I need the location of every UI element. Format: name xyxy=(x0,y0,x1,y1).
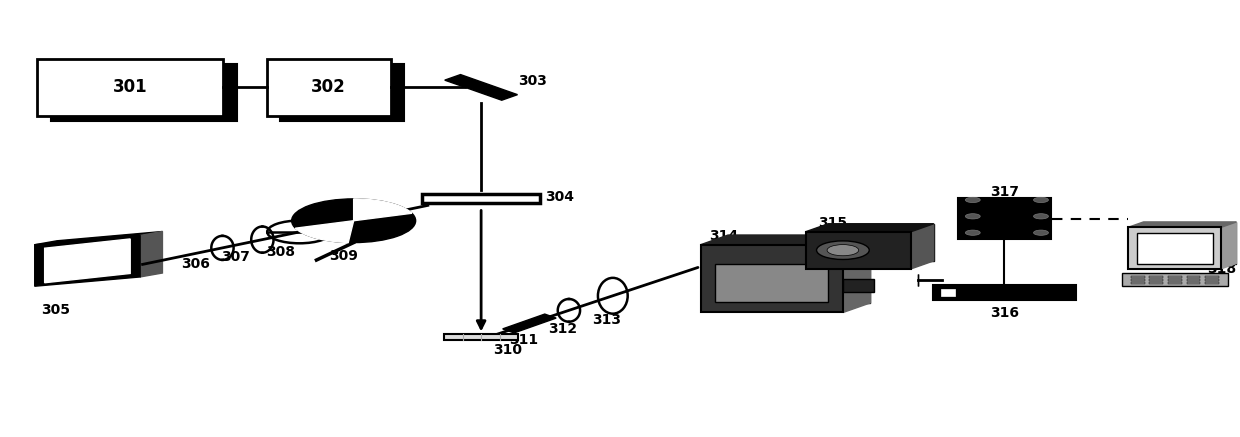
Bar xyxy=(1168,282,1182,284)
Bar xyxy=(934,285,1076,301)
Polygon shape xyxy=(1221,222,1236,269)
Text: 310: 310 xyxy=(494,343,522,357)
Bar xyxy=(715,264,828,302)
Bar xyxy=(1143,222,1236,264)
Circle shape xyxy=(965,198,981,203)
Bar xyxy=(1187,276,1200,278)
Text: 305: 305 xyxy=(41,303,71,317)
Circle shape xyxy=(1034,198,1049,203)
Polygon shape xyxy=(35,236,140,286)
Bar xyxy=(267,59,391,116)
Text: 309: 309 xyxy=(330,249,358,263)
Bar xyxy=(1205,282,1219,284)
Circle shape xyxy=(827,245,858,256)
Text: 316: 316 xyxy=(990,306,1019,320)
Polygon shape xyxy=(140,232,162,277)
Circle shape xyxy=(291,199,415,243)
Text: 311: 311 xyxy=(508,333,538,347)
Text: 303: 303 xyxy=(518,74,547,88)
Bar xyxy=(1137,233,1213,264)
Text: 302: 302 xyxy=(311,78,346,97)
Polygon shape xyxy=(1128,222,1236,227)
Bar xyxy=(1149,279,1163,281)
Bar xyxy=(1205,276,1219,278)
Text: 312: 312 xyxy=(548,322,578,336)
Text: 315: 315 xyxy=(818,216,847,230)
Polygon shape xyxy=(35,232,162,245)
Bar xyxy=(728,235,870,303)
Text: 314: 314 xyxy=(709,229,738,243)
Bar xyxy=(37,59,223,116)
Polygon shape xyxy=(295,221,353,243)
Bar xyxy=(1187,279,1200,281)
Bar xyxy=(959,198,1052,239)
Text: 301: 301 xyxy=(113,78,148,97)
Bar xyxy=(1205,279,1219,281)
Bar xyxy=(1149,276,1163,278)
Text: 318: 318 xyxy=(1208,262,1236,276)
Bar xyxy=(1131,276,1145,278)
Text: 308: 308 xyxy=(267,245,295,259)
Bar xyxy=(1168,279,1182,281)
Bar xyxy=(280,64,404,121)
Polygon shape xyxy=(843,235,870,312)
Bar xyxy=(444,334,518,340)
Bar xyxy=(422,194,541,203)
Circle shape xyxy=(965,214,981,219)
Bar xyxy=(806,232,911,269)
Text: 313: 313 xyxy=(593,313,621,327)
Polygon shape xyxy=(45,239,130,283)
Circle shape xyxy=(965,230,981,235)
Polygon shape xyxy=(502,314,557,333)
Bar xyxy=(1131,279,1145,281)
Polygon shape xyxy=(701,235,870,245)
Circle shape xyxy=(1034,230,1049,235)
Bar xyxy=(1131,282,1145,284)
Bar xyxy=(1187,282,1200,284)
Bar xyxy=(1128,227,1221,269)
Bar xyxy=(843,279,874,292)
Circle shape xyxy=(1034,214,1049,219)
Text: 317: 317 xyxy=(990,185,1019,199)
Polygon shape xyxy=(353,199,412,221)
Circle shape xyxy=(817,241,869,260)
Polygon shape xyxy=(806,224,934,232)
Polygon shape xyxy=(445,75,517,100)
Text: 307: 307 xyxy=(221,250,249,264)
Bar xyxy=(51,64,237,121)
Bar xyxy=(941,289,956,296)
Bar xyxy=(1149,282,1163,284)
Bar xyxy=(828,224,934,261)
Bar xyxy=(1168,276,1182,278)
Bar xyxy=(1122,273,1228,286)
Polygon shape xyxy=(911,224,934,269)
Bar xyxy=(701,245,843,312)
Text: 306: 306 xyxy=(181,257,210,271)
Text: 304: 304 xyxy=(546,190,574,204)
